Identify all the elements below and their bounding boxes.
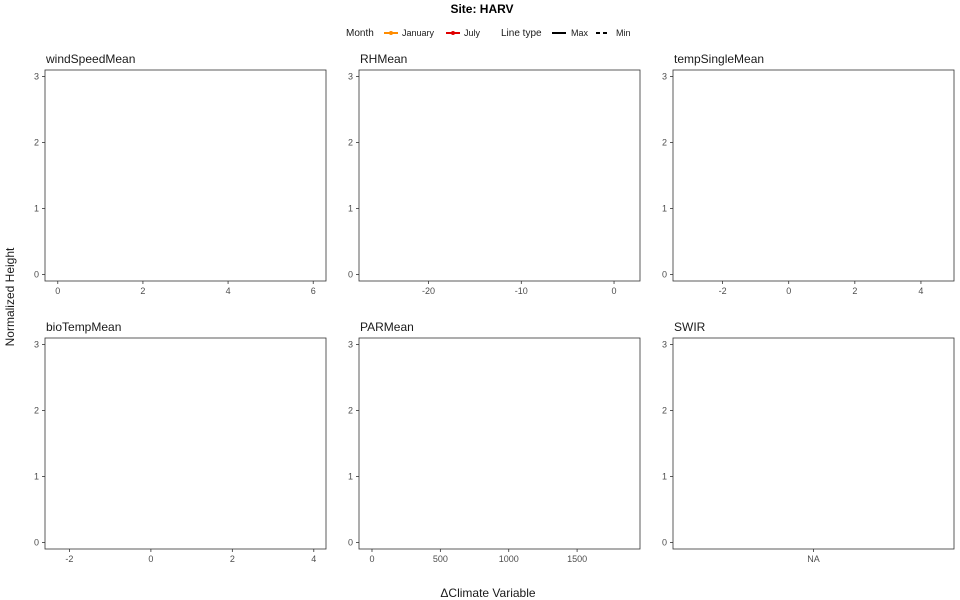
- panel-tempsinglemean: tempSingleMean 0 1 2 3 -2 0 2 4: [662, 52, 955, 296]
- legend-linetype-title: Line type: [501, 28, 542, 39]
- panel-border: [358, 337, 641, 550]
- x-tick-label: -10: [515, 286, 528, 296]
- panel-title: windSpeedMean: [45, 52, 135, 66]
- y-tick-label: 1: [34, 471, 39, 481]
- y-tick-label: 2: [348, 406, 353, 416]
- y-tick-label: 1: [348, 471, 353, 481]
- panel-windspeedmean: windSpeedMean 0 1 2 3 0 2 4 6: [34, 52, 327, 296]
- x-tick-label: -2: [65, 554, 73, 564]
- legend-entry-max: Max: [552, 28, 589, 38]
- y-tick-label: 0: [348, 537, 353, 547]
- legend-month-title: Month: [346, 28, 374, 39]
- panel-border: [672, 69, 955, 282]
- panel-border: [44, 69, 327, 282]
- legend-label-january: January: [402, 28, 435, 38]
- x-axis-title: ΔClimate Variable: [440, 586, 535, 600]
- y-tick-label: 3: [34, 72, 39, 82]
- panel-parmean: PARMean 0 1 2 3 0 500 1000 1500: [348, 320, 641, 564]
- panel-rhmean: RHMean 0 1 2 3 -20 -10 0: [348, 52, 641, 296]
- y-tick-label: 3: [34, 340, 39, 350]
- x-tick-label: 2: [140, 286, 145, 296]
- x-tick-label: 0: [148, 554, 153, 564]
- x-tick-label: 1500: [567, 554, 587, 564]
- y-tick-label: 1: [348, 203, 353, 213]
- legend-entry-january: January: [384, 28, 435, 38]
- legend-entry-min: Min: [596, 28, 631, 38]
- y-tick-label: 0: [348, 269, 353, 279]
- y-tick-label: 2: [34, 406, 39, 416]
- panel-biotempmean: bioTempMean 0 1 2 3 -2 0 2 4: [34, 320, 327, 564]
- y-tick-label: 0: [662, 269, 667, 279]
- y-tick-label: 2: [348, 138, 353, 148]
- panel-border: [44, 337, 327, 550]
- y-tick-label: 0: [34, 537, 39, 547]
- x-tick-label: 2: [852, 286, 857, 296]
- plot-title: Site: HARV: [450, 2, 513, 16]
- y-tick-label: 1: [662, 471, 667, 481]
- y-tick-label: 1: [34, 203, 39, 213]
- legend-label-min: Min: [616, 28, 631, 38]
- legend-label-max: Max: [571, 28, 589, 38]
- y-tick-label: 0: [34, 269, 39, 279]
- panel-title: bioTempMean: [46, 320, 121, 334]
- x-tick-label: 4: [918, 286, 923, 296]
- x-tick-label: 0: [55, 286, 60, 296]
- y-tick-label: 3: [348, 72, 353, 82]
- panel-title: SWIR: [674, 320, 706, 334]
- legend-key-january-point: [389, 31, 393, 35]
- y-tick-label: 3: [662, 340, 667, 350]
- panel-border: [358, 69, 641, 282]
- y-tick-label: 3: [662, 72, 667, 82]
- x-tick-label: 0: [612, 286, 617, 296]
- panel-border: [672, 337, 955, 550]
- y-tick-label: 2: [662, 406, 667, 416]
- panel-title: RHMean: [360, 52, 407, 66]
- legend: Month January July Line type Max Min: [346, 28, 631, 39]
- x-tick-label: 2: [230, 554, 235, 564]
- panel-swir: SWIR 0 1 2 3 NA: [662, 320, 955, 564]
- x-tick-label: -2: [719, 286, 727, 296]
- x-tick-label: NA: [807, 554, 820, 564]
- legend-entry-july: July: [446, 28, 481, 38]
- x-tick-label: 4: [311, 554, 316, 564]
- x-tick-label: 0: [369, 554, 374, 564]
- y-tick-label: 3: [348, 340, 353, 350]
- x-tick-label: 4: [226, 286, 231, 296]
- y-tick-label: 1: [662, 203, 667, 213]
- x-tick-label: 0: [786, 286, 791, 296]
- x-tick-label: -20: [422, 286, 435, 296]
- x-tick-label: 6: [311, 286, 316, 296]
- legend-key-july-point: [451, 31, 455, 35]
- y-axis-title: Normalized Height: [3, 247, 17, 346]
- panel-title: tempSingleMean: [674, 52, 764, 66]
- y-tick-label: 0: [662, 537, 667, 547]
- x-tick-label: 500: [433, 554, 448, 564]
- panel-title: PARMean: [360, 320, 414, 334]
- legend-label-july: July: [464, 28, 481, 38]
- y-tick-label: 2: [662, 138, 667, 148]
- y-tick-label: 2: [34, 138, 39, 148]
- x-tick-label: 1000: [499, 554, 519, 564]
